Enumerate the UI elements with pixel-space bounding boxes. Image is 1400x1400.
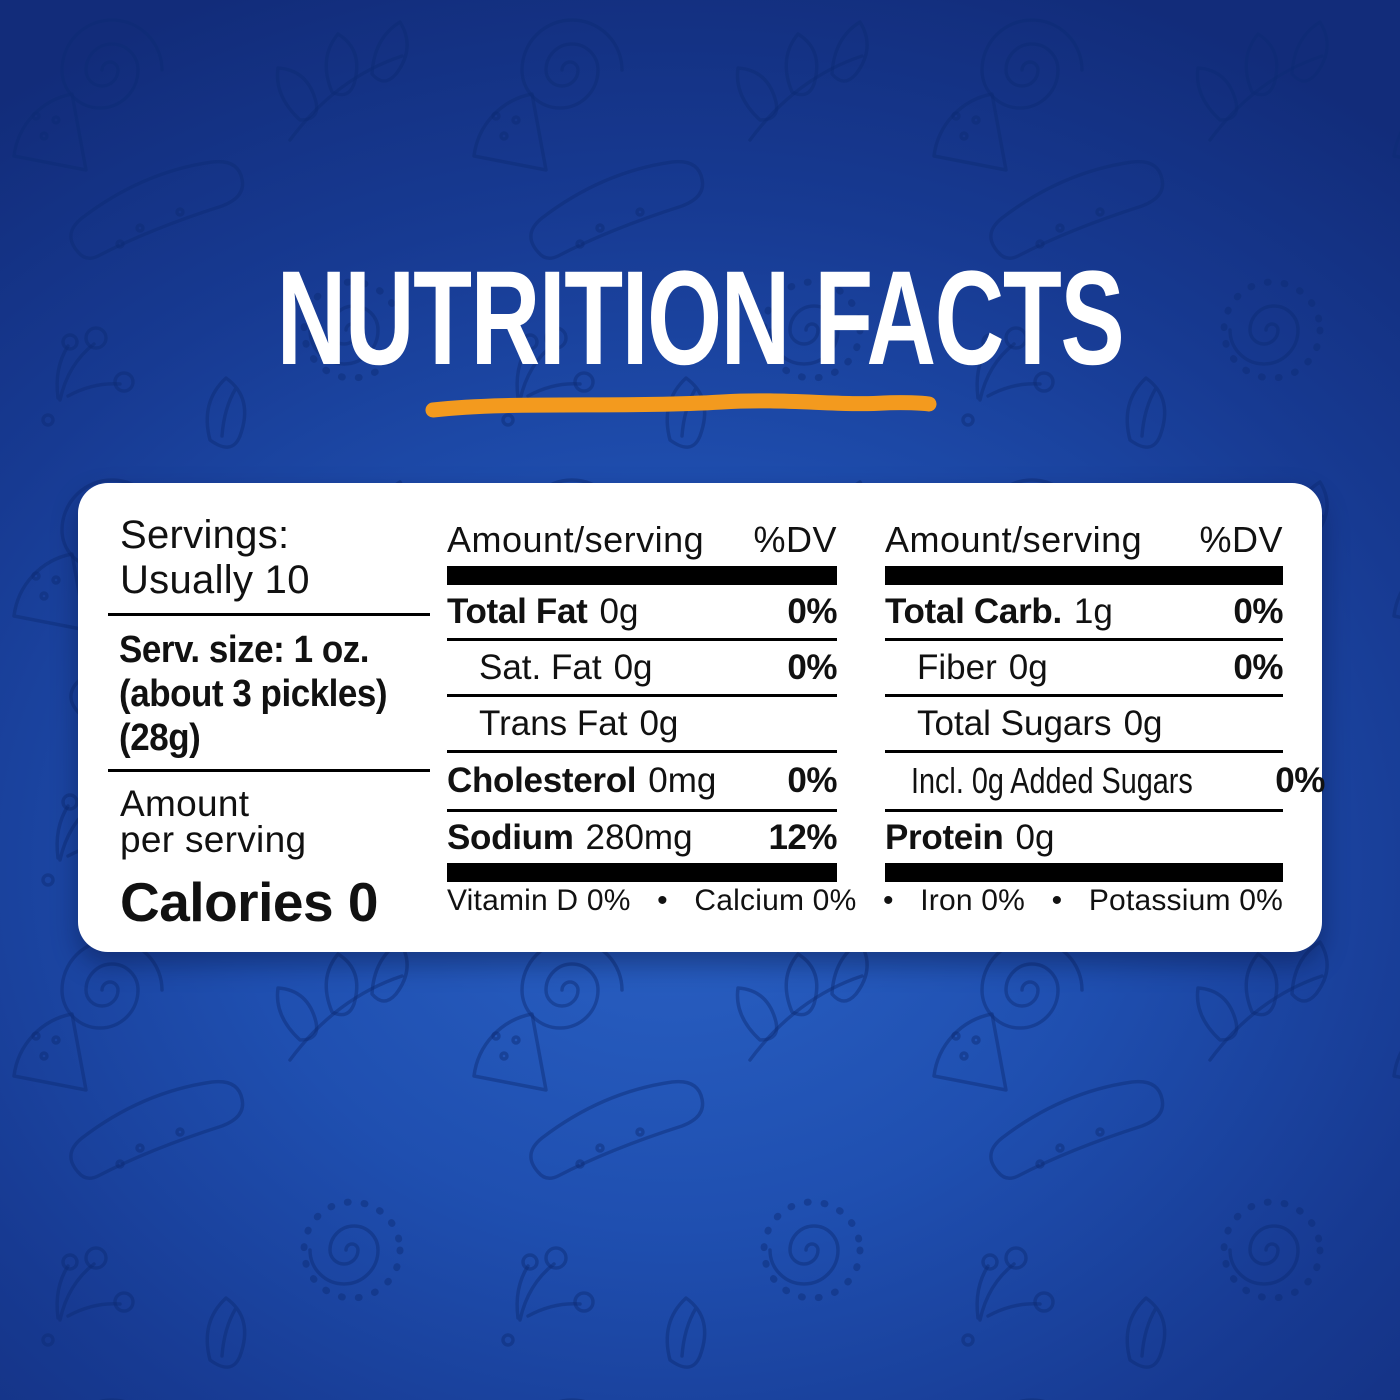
footnote: Vitamin D 0% • Calcium 0% • Iron 0% • Po…: [447, 884, 1283, 918]
nutrition-card: Servings: Usually 10 Serv. size: 1 oz. (…: [78, 483, 1325, 952]
nutrient-value: 280mg: [585, 817, 693, 857]
nutrient-name: Trans Fat: [479, 703, 628, 743]
divider-bar: [447, 566, 837, 585]
daily-value: 0%: [787, 591, 837, 631]
servings: Servings: Usually 10: [108, 513, 430, 603]
calories: Calories 0: [108, 870, 430, 934]
daily-value: 0%: [1233, 591, 1283, 631]
amount-line: per serving: [120, 819, 307, 860]
bullet-separator: •: [883, 884, 894, 917]
footnote-item: Vitamin D 0%: [447, 884, 631, 917]
nutrient-value: 0g: [1123, 703, 1163, 743]
daily-value: 0%: [787, 647, 837, 687]
column-header: Amount/serving %DV: [885, 519, 1283, 561]
nutrient-row-protein: Protein 0g: [885, 812, 1283, 863]
servings-value: Usually 10: [120, 558, 310, 602]
nutrient-value: 1g: [1073, 591, 1113, 631]
nutrient-name: Total Sugars: [917, 703, 1112, 743]
nutrition-column-2: Amount/serving %DV Total Carb. 1g 0% Fibe…: [885, 519, 1325, 882]
nutrient-row-total-carb: Total Carb. 1g 0%: [885, 585, 1283, 641]
nutrient-value: 0g: [613, 647, 653, 687]
nutrition-column-1: Amount/serving %DV Total Fat 0g 0% Sat. F…: [447, 519, 837, 882]
servings-label: Servings:: [120, 513, 290, 557]
serving-size-line: Serv. size: 1 oz.: [119, 629, 370, 671]
nutrient-row-total-fat: Total Fat 0g 0%: [447, 585, 837, 641]
header-amount-serving: Amount/serving: [885, 519, 1143, 560]
nutrient-name: Total Carb.: [885, 591, 1062, 631]
divider-bar: [885, 566, 1283, 585]
nutrient-value: 0g: [599, 591, 639, 631]
nutrient-name: Sat. Fat: [479, 647, 602, 687]
nutrient-name: Fiber: [917, 647, 997, 687]
nutrient-row-total-sugars: Total Sugars 0g: [885, 697, 1283, 753]
nutrient-name: Incl. 0g Added Sugars: [911, 760, 1193, 801]
nutrient-row-fiber: Fiber 0g 0%: [885, 641, 1283, 697]
serving-size-line: (28g): [119, 717, 201, 759]
nutrient-row-added-sugars: Incl. 0g Added Sugars 0%: [885, 753, 1325, 812]
nutrient-name: Total Fat: [447, 591, 588, 631]
nutrient-name: Sodium: [447, 817, 574, 857]
amount-per-serving: Amount per serving: [108, 783, 430, 860]
serving-info-column: Servings: Usually 10 Serv. size: 1 oz. (…: [108, 513, 430, 934]
page-title-text: NUTRITION FACTS: [276, 244, 1125, 393]
footnote-item: Potassium 0%: [1088, 884, 1283, 917]
serving-size: Serv. size: 1 oz. (about 3 pickles) (28g…: [108, 628, 404, 760]
bullet-separator: •: [1051, 884, 1063, 917]
divider-bar: [447, 863, 837, 882]
divider-line: [108, 769, 430, 772]
divider-bar: [885, 863, 1283, 882]
calories-value: 0: [347, 871, 379, 933]
nutrient-row-sat-fat: Sat. Fat 0g 0%: [447, 641, 837, 697]
nutrient-value: 0g: [639, 703, 679, 743]
nutrient-name: Protein: [885, 817, 1004, 857]
footnote-item: Calcium 0%: [694, 884, 857, 917]
daily-value: 0%: [1233, 647, 1283, 687]
header-dv: %DV: [1199, 519, 1283, 560]
nutrient-value: 0g: [1015, 817, 1055, 857]
daily-value: 0%: [787, 761, 837, 800]
header-amount-serving: Amount/serving: [447, 519, 705, 560]
daily-value: 0%: [1275, 761, 1325, 800]
header-dv: %DV: [753, 519, 837, 560]
nutrient-row-trans-fat: Trans Fat 0g: [447, 697, 837, 753]
nutrient-value: 0g: [1008, 647, 1048, 687]
serving-size-line: (about 3 pickles): [119, 673, 388, 715]
column-header: Amount/serving %DV: [447, 519, 837, 561]
amount-line: Amount: [120, 783, 250, 824]
nutrient-row-sodium: Sodium 280mg 12%: [447, 812, 837, 863]
page-title: NUTRITION FACTS: [0, 252, 1400, 386]
bullet-separator: •: [657, 884, 668, 917]
daily-value: 12%: [768, 817, 837, 857]
nutrient-name: Cholesterol: [447, 761, 637, 800]
calories-label: Calories: [120, 871, 334, 933]
title-underline-icon: [425, 393, 937, 418]
nutrient-value: 0mg: [648, 761, 717, 800]
nutrient-row-cholesterol: Cholesterol 0mg 0%: [447, 753, 837, 812]
footnote-item: Iron 0%: [920, 884, 1026, 917]
divider-line: [108, 613, 430, 616]
